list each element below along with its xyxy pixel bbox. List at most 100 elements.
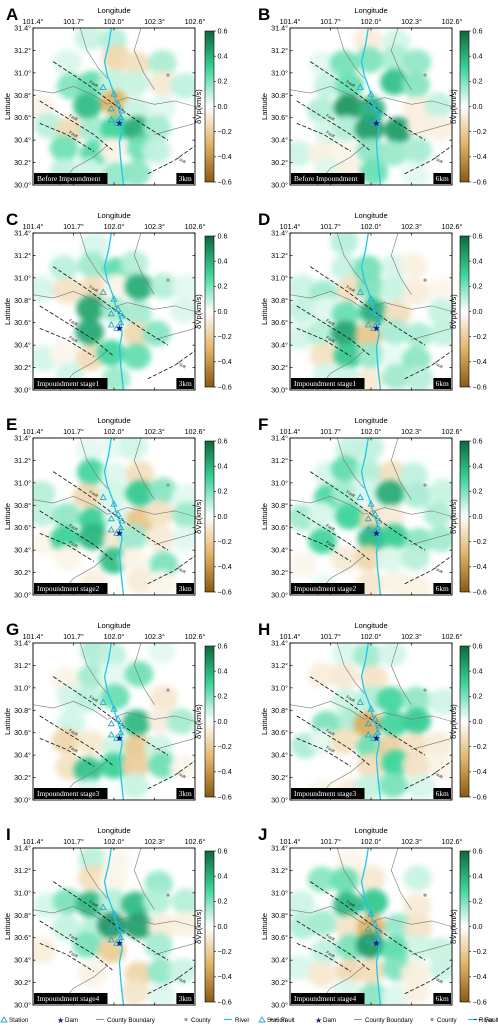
anomaly-cell (428, 754, 452, 781)
anomaly-cell (120, 979, 150, 1005)
y-axis-label: Latitude (260, 913, 269, 940)
station-marker (107, 309, 115, 317)
legend-label: Station (9, 1017, 29, 1024)
dam-legend-icon: ★ (57, 1016, 64, 1025)
county-boundary-line (411, 123, 452, 135)
y-axis-label: Latitude (260, 708, 269, 735)
y-tick-label: 30.2° (14, 363, 31, 372)
anomaly-cell (402, 893, 432, 920)
fault-label: Fault (325, 950, 336, 959)
colorbar-tick-label: 0.0 (218, 307, 228, 316)
station-marker (364, 936, 372, 943)
panel-title: Impoundment stage3 (37, 789, 99, 798)
x-tick-label: 101.4° (280, 222, 301, 231)
colorbar-tick-label: −0.4 (473, 152, 487, 161)
panel-title-box (34, 788, 108, 799)
station-marker (110, 295, 118, 302)
dam-marker (372, 324, 380, 332)
x-axis-label: Longitude (354, 621, 387, 630)
x-tick-label: 102.0° (361, 632, 382, 641)
fault-label: Fault (89, 79, 100, 88)
anomaly-cell (79, 275, 109, 302)
anomaly-cell (401, 71, 431, 98)
fault-line (296, 737, 351, 767)
station-marker (364, 116, 372, 123)
station-marker (371, 100, 379, 107)
fault-line (147, 760, 195, 790)
station-marker (118, 312, 126, 319)
county-marker (166, 278, 170, 282)
anomaly-cell (49, 340, 79, 367)
y-tick-label: 31.0° (271, 68, 288, 77)
legend-label: County Boundary (365, 1017, 414, 1024)
colorbar (204, 850, 215, 1003)
county-boundary-line (390, 438, 412, 500)
depth-label: 3km (179, 584, 192, 593)
x-tick-label: 101.7° (320, 837, 341, 846)
x-tick-label: 102.0° (361, 17, 382, 26)
fault-line (404, 965, 452, 995)
anomaly-cell (170, 910, 195, 937)
velocity-anomaly-map: Fault Fault Fault Fault (33, 233, 195, 390)
panel-letter: E (6, 415, 17, 434)
velocity-anomaly-map: Fault Fault Fault Fault (33, 643, 195, 800)
fault-line (310, 471, 426, 551)
anomaly-cell (404, 322, 434, 349)
colorbar-tick-label: −0.4 (218, 152, 232, 161)
anomaly-cell (122, 343, 152, 370)
colorbar-tick-label: 0.4 (218, 257, 228, 266)
colorbar-tick-label: 0.0 (218, 717, 228, 726)
anomaly-cell (290, 140, 313, 167)
y-tick-label: 30.0° (14, 386, 31, 395)
county-boundary-line (411, 533, 452, 545)
colorbar-tick-label: −0.6 (218, 997, 232, 1006)
y-tick-label: 31.4° (271, 434, 288, 443)
anomaly-cell (126, 568, 156, 595)
x-tick-label: 102.3° (401, 427, 422, 436)
colorbar (204, 645, 215, 798)
legend-item-county: County (184, 1017, 212, 1024)
anomaly-cell (169, 296, 195, 323)
y-tick-label: 30.2° (14, 158, 31, 167)
depth-label: 6km (436, 584, 449, 593)
county-boundary-line (364, 302, 452, 312)
station-marker (364, 309, 372, 317)
county-boundary-line (290, 85, 365, 105)
panel-A: A Longitude 101.4° 101.7° 102.0° 102.3° 102.6°… (3, 5, 232, 190)
fault-line (404, 760, 452, 790)
y-tick-label: 31.2° (14, 661, 31, 670)
anomaly-cell (148, 49, 177, 76)
y-axis-label: Latitude (260, 503, 269, 530)
station-marker (107, 526, 115, 533)
anomaly-cell (402, 482, 432, 509)
fault-line (147, 965, 195, 995)
anomaly-cell (147, 643, 177, 664)
station-marker (99, 698, 107, 705)
station-marker (117, 523, 125, 531)
anomaly-cell (119, 438, 148, 460)
anomaly-cell (402, 279, 431, 306)
y-tick-label: 30.2° (14, 568, 31, 577)
depth-box (433, 788, 451, 799)
fault-label: Fault (325, 335, 336, 344)
panel-letter: C (6, 210, 18, 229)
anomaly-cell (401, 752, 431, 779)
anomaly-cell (427, 277, 452, 304)
anomaly-cell (142, 320, 172, 347)
x-tick-label: 102.0° (104, 427, 125, 436)
fault-label: Fault (433, 565, 444, 574)
velocity-anomaly-map: Fault Fault Fault Fault (290, 848, 452, 1005)
panel-title: Impoundment stage1 (37, 379, 99, 388)
station-legend-icon (0, 1016, 8, 1023)
anomaly-cell (146, 525, 175, 552)
anomaly-cell (353, 711, 383, 738)
colorbar-tick-label: 0.4 (473, 52, 483, 61)
anomaly-cell (381, 45, 410, 72)
station-marker (356, 903, 364, 910)
anomaly-cell (403, 137, 433, 164)
anomaly-cell (171, 525, 195, 552)
y-tick-label: 30.0° (14, 591, 31, 600)
anomaly-cell (52, 502, 82, 529)
panel-letter: D (258, 210, 270, 229)
legend-item-county: County (430, 1017, 458, 1024)
